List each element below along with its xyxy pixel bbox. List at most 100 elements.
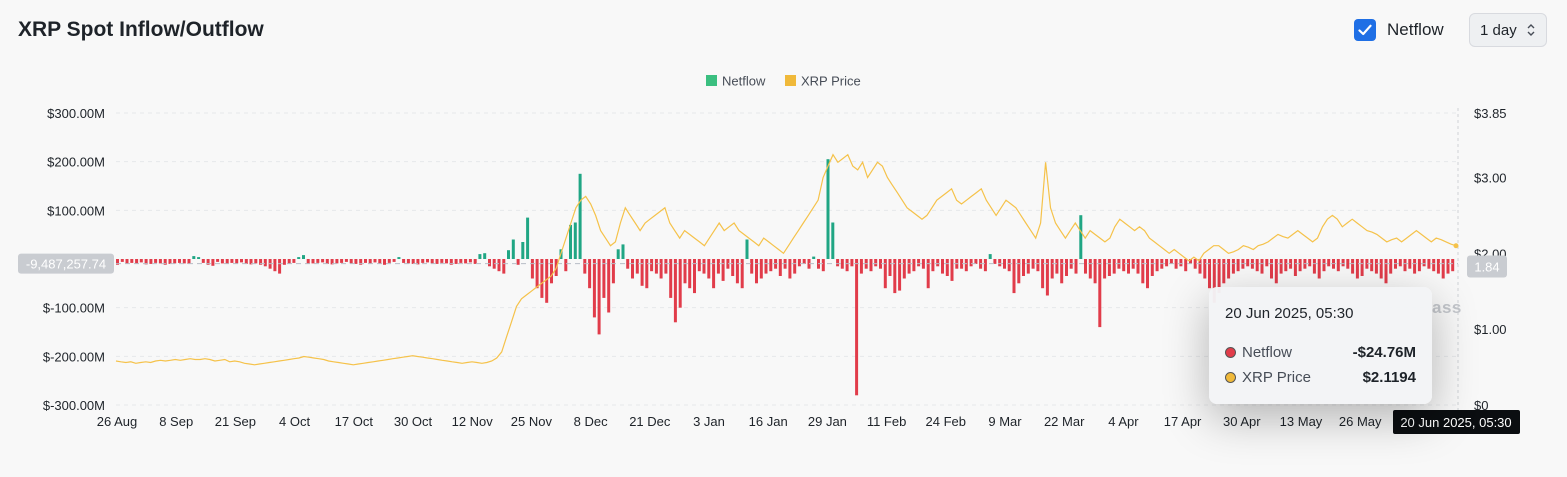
tooltip-netflow-value: -$24.76M (1352, 344, 1416, 361)
netflow-bar (125, 259, 129, 264)
left-tick-label: $-100.00M (43, 301, 105, 316)
crosshair-left-label: -9,487,257.74 (26, 257, 106, 272)
netflow-bar (840, 259, 844, 269)
netflow-bar (974, 259, 978, 264)
netflow-bar (917, 259, 921, 267)
netflow-bar (1031, 259, 1035, 269)
x-tick-label: 11 Feb (867, 414, 907, 429)
netflow-bar (173, 259, 177, 264)
netflow-bar (592, 259, 596, 318)
netflow-bar (1432, 259, 1436, 272)
netflow-toggle[interactable]: Netflow (1354, 19, 1444, 41)
netflow-bar (902, 259, 906, 279)
netflow-bar (421, 259, 425, 263)
netflow-bar (1236, 259, 1240, 272)
netflow-bar (750, 259, 754, 274)
netflow-bar (578, 173, 582, 259)
netflow-bar (516, 259, 520, 265)
tooltip-price-value: $2.1194 (1362, 369, 1416, 386)
netflow-bar (926, 259, 930, 289)
netflow-bar (988, 254, 992, 259)
crosshair-left-label-bg (18, 253, 114, 274)
netflow-bar (116, 259, 119, 265)
netflow-bar (278, 259, 282, 274)
netflow-bar (621, 244, 625, 259)
netflow-bar (1208, 259, 1211, 289)
netflow-bar (1446, 259, 1450, 274)
netflow-bar (583, 259, 587, 274)
checkmark-icon (1358, 24, 1372, 36)
netflow-bar (964, 259, 968, 272)
left-tick-label: $-200.00M (43, 349, 105, 364)
netflow-bar (707, 259, 711, 279)
netflow-bar (130, 259, 134, 263)
netflow-bar (731, 259, 735, 276)
netflow-bar (1408, 259, 1412, 269)
netflow-bar (1265, 259, 1269, 267)
netflow-bar (154, 259, 158, 263)
netflow-bar (879, 259, 882, 269)
netflow-bar (893, 259, 897, 294)
x-tick-label: 29 Jan (808, 414, 847, 429)
netflow-bar (416, 259, 420, 265)
netflow-bar (1127, 259, 1130, 274)
tooltip-row-price: XRP Price $2.1194 (1225, 365, 1416, 390)
left-tick-label: $100.00M (47, 203, 105, 218)
interval-select[interactable]: 1 day (1469, 13, 1547, 47)
netflow-bar (263, 259, 267, 267)
netflow-bar (569, 224, 572, 259)
netflow-bar (292, 259, 296, 263)
netflow-bar (287, 259, 291, 264)
x-tick-label: 30 Oct (394, 414, 433, 429)
x-tick-label: 17 Apr (1164, 414, 1202, 429)
netflow-bar (597, 259, 601, 335)
netflow-bar (1246, 259, 1250, 267)
netflow-bar (483, 253, 487, 259)
right-tick-label: $1.00 (1474, 322, 1507, 337)
netflow-bar (230, 259, 234, 263)
price-last-point (1453, 243, 1459, 249)
x-tick-label: 21 Sep (215, 414, 256, 429)
netflow-toggle-label: Netflow (1387, 20, 1444, 39)
netflow-bar (1217, 259, 1221, 294)
netflow-bar (1360, 259, 1364, 276)
netflow-bar (1422, 259, 1426, 267)
netflow-bar (631, 259, 634, 279)
netflow-bar (206, 259, 210, 265)
x-tick-label: 24 Feb (926, 414, 966, 429)
netflow-bar (850, 259, 854, 267)
netflow-bar (1322, 259, 1326, 272)
netflow-bar (812, 256, 816, 259)
netflow-bar (1336, 259, 1340, 272)
netflow-bar (831, 222, 835, 259)
netflow-bar (683, 259, 687, 284)
netflow-bar (1327, 259, 1331, 267)
netflow-bar (654, 259, 658, 274)
netflow-bar (1370, 259, 1374, 272)
left-tick-label: $-300.00M (43, 398, 105, 413)
netflow-bar (1150, 259, 1154, 276)
netflow-checkbox[interactable] (1354, 19, 1376, 41)
page-title: XRP Spot Inflow/Outflow (18, 18, 264, 41)
netflow-bar (316, 259, 320, 263)
netflow-bar (1155, 259, 1159, 272)
crosshair-date-label: 20 Jun 2025, 05:30 (1400, 415, 1511, 430)
netflow-bar (1212, 259, 1216, 303)
netflow-bar (1107, 259, 1111, 276)
netflow-bar (297, 257, 301, 259)
netflow-bar (1413, 259, 1417, 274)
netflow-bar (564, 259, 568, 272)
netflow-bar (769, 259, 773, 272)
netflow-bar (1141, 259, 1145, 284)
netflow-bar (1189, 259, 1192, 264)
x-tick-label: 9 Mar (988, 414, 1022, 429)
netflow-bar (611, 259, 615, 284)
netflow-bar (797, 259, 801, 267)
netflow-bar (468, 259, 472, 263)
netflow-bar (874, 259, 878, 267)
legend-swatch-netflow (706, 75, 717, 86)
netflow-bar (941, 259, 944, 274)
netflow-bar (1007, 259, 1011, 272)
netflow-bar (1050, 259, 1054, 279)
